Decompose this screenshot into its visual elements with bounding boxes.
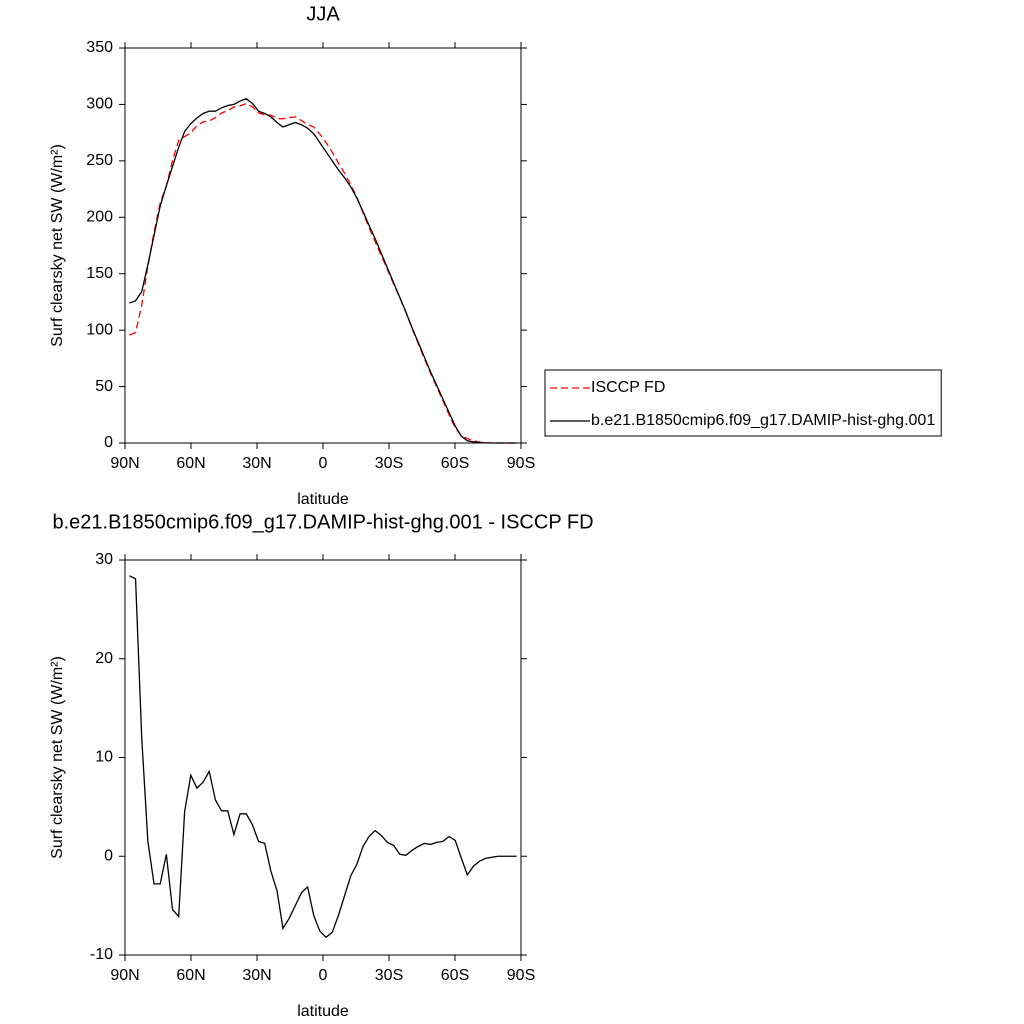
legend-box <box>544 369 942 437</box>
x-tick-label: 60N <box>176 455 205 472</box>
x-tick-label: 30S <box>375 967 403 984</box>
chart-title: b.e21.B1850cmip6.f09_g17.DAMIP-hist-ghg.… <box>52 511 593 533</box>
y-tick-label: 50 <box>95 378 113 395</box>
y-tick-label: 20 <box>95 650 113 667</box>
x-tick-label: 90N <box>110 455 139 472</box>
x-tick-label: 0 <box>319 455 328 472</box>
y-tick-label: 100 <box>86 321 113 338</box>
x-tick-label: 0 <box>319 967 328 984</box>
y-tick-label: 250 <box>86 152 113 169</box>
x-axis-label: latitude <box>297 491 349 508</box>
y-tick-label: 300 <box>86 96 113 113</box>
y-tick-label: 0 <box>104 434 113 451</box>
data-line <box>129 575 517 939</box>
plot-frame <box>124 559 522 956</box>
y-tick-label: 200 <box>86 209 113 226</box>
x-tick-label: 90S <box>507 455 535 472</box>
y-axis-label: Surf clearsky net SW (W/m²) <box>49 144 66 347</box>
x-tick-label: 30S <box>375 455 403 472</box>
x-tick-label: 30N <box>242 455 271 472</box>
legend: ISCCP FD b.e21.B1850cmip6.f09_g17.DAMIP-h… <box>544 369 942 437</box>
x-tick-label: 30N <box>242 967 271 984</box>
data-line <box>129 98 517 444</box>
y-tick-label: 150 <box>86 265 113 282</box>
chart-title: JJA <box>306 3 340 25</box>
x-tick-label: 90N <box>110 967 139 984</box>
legend-label: ISCCP FD <box>591 379 665 396</box>
x-tick-label: 60S <box>441 455 469 472</box>
legend-label: b.e21.B1850cmip6.f09_g17.DAMIP-hist-ghg.… <box>591 412 935 429</box>
x-tick-label: 60S <box>441 967 469 984</box>
y-tick-label: 10 <box>95 749 113 766</box>
y-tick-label: 350 <box>86 39 113 56</box>
x-tick-label: 60N <box>176 967 205 984</box>
x-axis-label: latitude <box>297 1003 349 1020</box>
y-axis-label: Surf clearsky net SW (W/m²) <box>49 656 66 859</box>
x-tick-label: 90S <box>507 967 535 984</box>
data-line <box>129 102 517 444</box>
y-tick-label: 0 <box>104 847 113 864</box>
plot-frame <box>124 47 522 444</box>
y-tick-label: 30 <box>95 551 113 568</box>
y-tick-label: -10 <box>90 946 113 963</box>
